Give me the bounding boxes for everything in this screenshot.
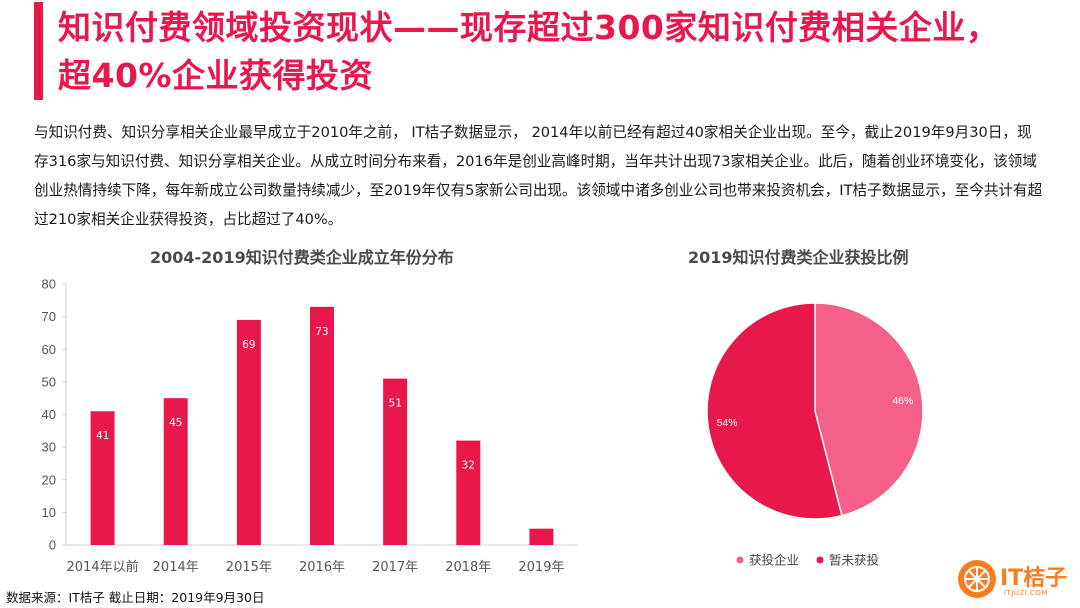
page-title-line-1: 知识付费领域投资现状——现存超过300家知识付费相关企业， [58,8,1000,47]
bar [383,378,408,545]
bar-data-label: 45 [169,416,182,429]
page-title-line-2: 超40%企业获得投资 [58,56,373,95]
pie-slice [706,302,843,520]
bar-y-tick-label: 0 [49,538,56,553]
bar-chart: 0 10 20 30 40 50 60 70 80 41 2014年以前 45 2014年 69 2015年… [42,277,578,575]
logo-url: ITJUZI.COM [1004,589,1048,597]
title-accent-bar [34,2,43,100]
bar-x-tick-label: 2014年 [153,560,199,575]
bar-data-label: 5 [538,547,545,560]
bar [529,528,554,545]
bar [456,440,481,545]
bar-x-tick-label: 2018年 [445,560,491,575]
pie-legend-label: 暂未获投 [829,553,879,568]
bar [310,306,334,545]
bar [236,319,261,545]
data-source-note: 数据来源：IT桔子 截止日期：2019年9月30日 [6,590,265,605]
pie-legend-marker [736,556,744,564]
bar-y-tick-label: 60 [42,342,56,357]
bar-x-tick-label: 2019年 [518,560,564,575]
pie-chart: 46% 54% 获投企业 暂未获投 [706,302,924,568]
bar-data-label: 32 [462,459,475,472]
bar [163,398,188,545]
bar-x-tick-label: 2017年 [372,560,418,575]
pie-chart-title: 2019知识付费类企业获投比例 [688,248,909,267]
intro-paragraph: 与知识付费、知识分享相关企业最早成立于2010年之前， IT桔子数据显示， 20… [34,124,1043,228]
bar-y-tick-label: 80 [42,277,56,292]
bar [90,411,115,545]
page-title: 知识付费领域投资现状——现存超过300家知识付费相关企业， 超40%企业获得投资 [58,4,1058,100]
bar-data-label: 41 [96,429,109,442]
bar-y-tick-label: 30 [42,440,56,455]
pie-legend-marker [816,556,824,564]
orange-slice-icon [958,560,996,598]
bar-chart-title: 2004-2019知识付费类企业成立年份分布 [150,248,454,267]
bar-data-label: 51 [389,397,402,410]
bar-y-tick-label: 20 [42,472,56,487]
bar-y-tick-label: 40 [42,407,56,422]
bar-x-tick-label: 2016年 [299,560,345,575]
bar-x-tick-label: 2015年 [226,560,272,575]
itjuzi-logo: IT桔子 ITJUZI.COM [958,556,1078,606]
bar-x-tick-label: 2014年以前 [67,559,139,575]
pie-slice [814,302,924,517]
bar-y-tick-label: 10 [42,505,56,520]
pie-legend-label: 获投企业 [749,553,799,568]
pie-slice-label: 54% [717,417,738,429]
logo-name: IT桔子 [1000,566,1068,591]
bar-y-tick-label: 70 [42,309,56,324]
bar-data-label: 69 [242,338,255,351]
bar-data-label: 73 [315,325,328,338]
bar-y-tick-label: 50 [42,374,56,389]
pie-slice-label: 46% [892,395,913,407]
